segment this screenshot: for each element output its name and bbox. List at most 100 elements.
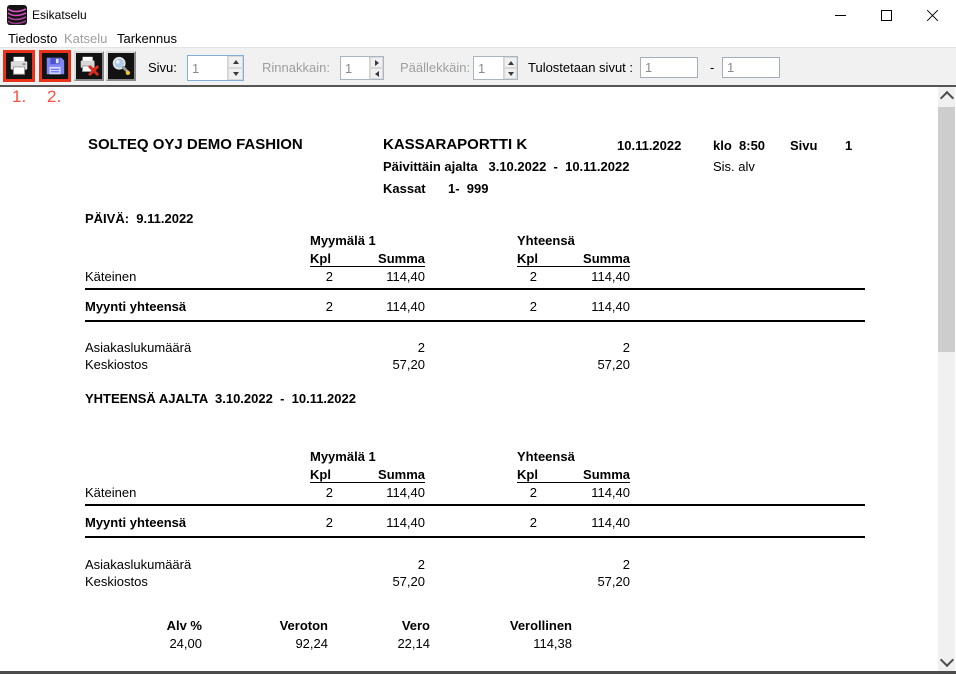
stat-value: 2 (622, 340, 630, 355)
section-heading: YHTEENSÄ AJALTA 3.10.2022 - 10.11.2022 (85, 391, 356, 406)
total-value: 114,40 (591, 515, 630, 530)
report-kassat-label: Kassat (383, 181, 426, 196)
row-value: 2 (529, 485, 537, 500)
row-value: 114,40 (591, 269, 630, 284)
menu-tiedosto[interactable]: Tiedosto (8, 31, 58, 46)
sivu-spin-down-button[interactable] (228, 68, 243, 80)
table-rule (85, 288, 865, 290)
stat-value: 57,20 (392, 574, 425, 589)
col-header-kpl: Kpl (517, 251, 575, 267)
vat-value-verollinen: 114,38 (533, 636, 572, 651)
col-header-kpl: Kpl (310, 467, 368, 483)
row-value: 114,40 (386, 485, 425, 500)
page-range-to-input[interactable] (722, 57, 780, 78)
stat-row-label: Asiakaslukumäärä (85, 340, 192, 355)
rinnakkain-spinner[interactable] (340, 56, 384, 80)
vat-header-alv: Alv % (166, 618, 202, 633)
stat-value: 57,20 (597, 574, 630, 589)
vat-value-alv: 24,00 (169, 636, 202, 651)
cancel-print-icon (80, 56, 99, 76)
triangle-up-icon (232, 60, 239, 64)
rinnakkain-spin-arrows (369, 57, 383, 79)
save-button[interactable] (39, 50, 71, 82)
paallekkain-spinner[interactable] (473, 56, 518, 80)
vat-header-vero: Vero (401, 618, 430, 633)
triangle-right-icon (374, 59, 379, 66)
total-row-label: Myynti yhteensä (85, 515, 187, 530)
row-value: 114,40 (591, 485, 630, 500)
app-logo-icon (7, 5, 27, 25)
col-group-myymala: Myymälä 1 (310, 233, 376, 248)
paallekkain-spin-arrows (503, 57, 517, 79)
rinnakkain-input[interactable] (341, 57, 369, 79)
zoom-icon (112, 56, 131, 76)
triangle-down-icon (507, 71, 514, 76)
maximize-icon (880, 9, 892, 21)
scroll-down-icon[interactable] (939, 652, 955, 668)
minimize-icon (834, 14, 846, 16)
menu-tarkennus[interactable]: Tarkennus (117, 31, 177, 46)
scroll-up-icon[interactable] (939, 90, 955, 106)
page-range-separator: - (710, 60, 715, 75)
table-rule (85, 504, 865, 506)
total-value: 2 (529, 515, 537, 530)
report-company: SOLTEQ OYJ DEMO FASHION (88, 136, 303, 153)
menu-bar: Tiedosto Katselu Tarkennus (0, 30, 956, 47)
triangle-up-icon (507, 60, 514, 65)
col-header-summa: Summa (368, 251, 425, 267)
row-value: 2 (325, 485, 333, 500)
rinnakkain-spin-next-button[interactable] (370, 57, 383, 68)
triangle-down-icon (232, 72, 239, 76)
tulostetaan-label: Tulostetaan sivut : (528, 60, 634, 75)
total-value: 114,40 (591, 299, 630, 314)
vat-header-veroton: Veroton (279, 618, 328, 633)
stat-row-label: Keskiostos (85, 574, 148, 589)
cancel-print-button[interactable] (74, 51, 104, 81)
stat-value: 57,20 (597, 357, 630, 372)
rinnakkain-label: Rinnakkain: (262, 60, 330, 75)
col-header-summa: Summa (575, 251, 630, 267)
triangle-left-icon (374, 70, 379, 77)
vat-header-verollinen: Verollinen (509, 618, 572, 633)
total-value: 2 (529, 299, 537, 314)
col-group-yhteensa: Yhteensä (517, 233, 575, 248)
col-header-summa: Summa (575, 467, 630, 483)
menu-katselu[interactable]: Katselu (64, 31, 108, 46)
stat-value: 2 (417, 340, 425, 355)
title-bar: Esikatselu (0, 0, 956, 30)
paallekkain-spin-up-button[interactable] (504, 57, 517, 68)
page-range-from-input[interactable] (640, 57, 698, 78)
stat-row-label: Keskiostos (85, 357, 148, 372)
save-icon (46, 57, 65, 75)
print-button[interactable] (3, 50, 35, 82)
row-value: 114,40 (386, 269, 425, 284)
scrollbar-thumb[interactable] (938, 107, 955, 352)
row-label: Käteinen (85, 269, 137, 284)
col-header-kpl: Kpl (517, 467, 575, 483)
vertical-scrollbar[interactable] (938, 87, 955, 671)
sivu-spin-up-button[interactable] (228, 56, 243, 68)
sivu-input[interactable] (188, 56, 227, 80)
window-title: Esikatselu (32, 8, 87, 22)
rinnakkain-spin-prev-button[interactable] (370, 68, 383, 79)
report-title: KASSARAPORTTI K (383, 136, 528, 153)
minimize-button[interactable] (817, 0, 863, 30)
total-row-label: Myynti yhteensä (85, 299, 187, 314)
stat-value: 2 (417, 557, 425, 572)
row-value: 2 (325, 269, 333, 284)
annotation-1: 1. (12, 87, 27, 106)
maximize-button[interactable] (863, 0, 909, 30)
close-button[interactable] (909, 0, 956, 30)
sivu-spinner[interactable] (187, 55, 244, 81)
total-value: 2 (325, 299, 333, 314)
report-page-label: Sivu (790, 138, 818, 153)
table-rule (85, 320, 865, 322)
annotation-2: 2. (47, 87, 62, 106)
toolbar-divider (0, 85, 956, 87)
paallekkain-input[interactable] (474, 57, 503, 79)
zoom-button[interactable] (106, 51, 136, 81)
paallekkain-spin-down-button[interactable] (504, 68, 517, 79)
col-header-kpl: Kpl (310, 251, 368, 267)
row-value: 2 (529, 269, 537, 284)
total-value: 114,40 (386, 515, 425, 530)
